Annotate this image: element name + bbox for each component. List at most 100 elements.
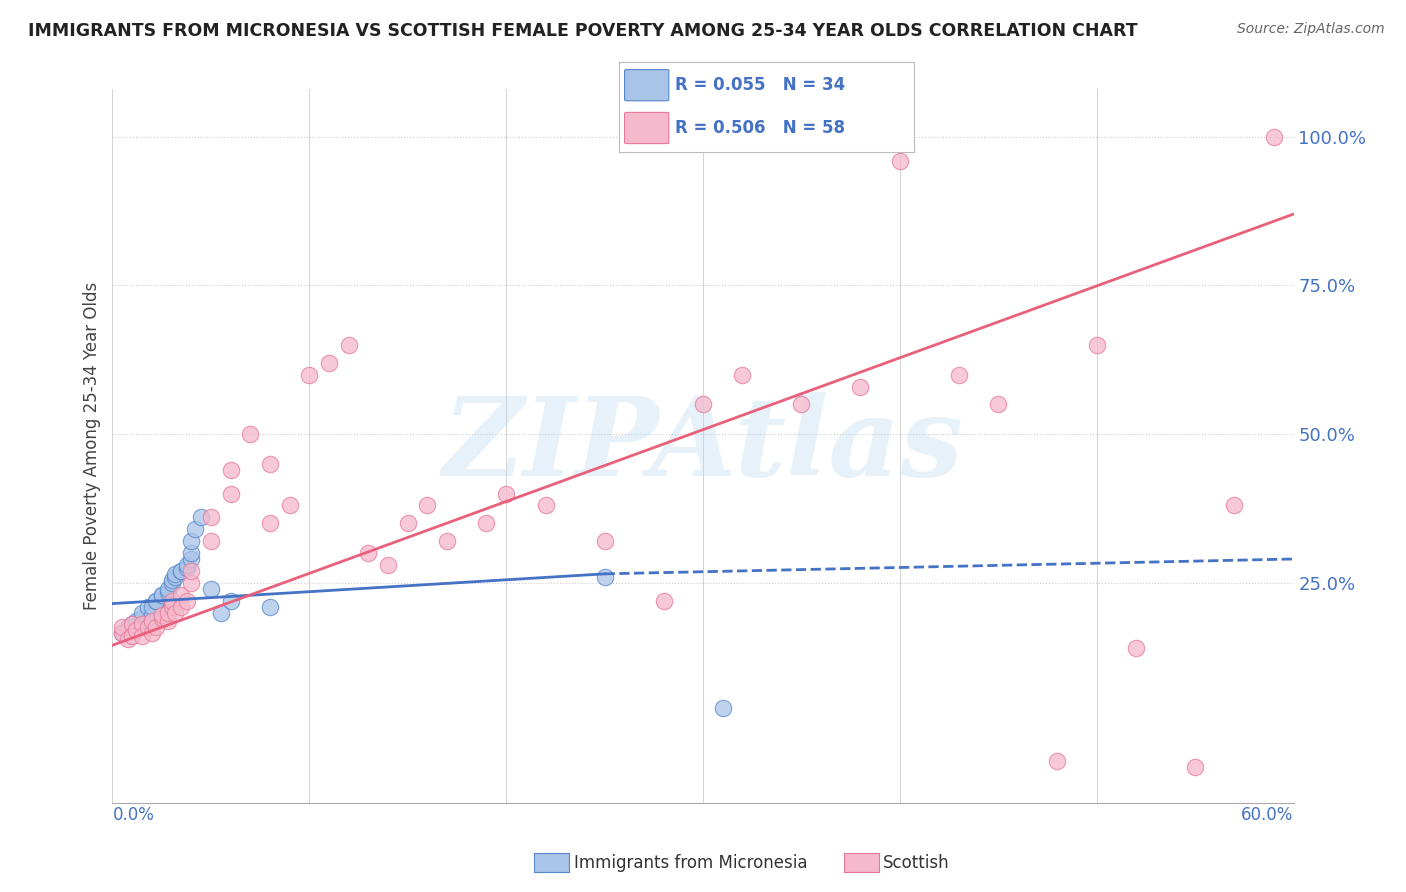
Point xyxy=(711,700,734,714)
Point xyxy=(849,379,872,393)
Point xyxy=(731,368,754,382)
Point xyxy=(131,606,153,620)
Point xyxy=(156,582,179,596)
Point xyxy=(141,626,163,640)
Point xyxy=(889,153,911,168)
Point xyxy=(150,611,173,625)
Point xyxy=(111,626,134,640)
Point xyxy=(593,570,616,584)
Point xyxy=(278,499,301,513)
Point xyxy=(121,629,143,643)
Point xyxy=(1085,338,1108,352)
Point xyxy=(141,608,163,623)
Point xyxy=(259,457,281,471)
Point xyxy=(219,593,242,607)
Text: Scottish: Scottish xyxy=(883,854,949,871)
Point xyxy=(170,564,193,578)
FancyBboxPatch shape xyxy=(624,112,669,144)
Point xyxy=(131,629,153,643)
Point xyxy=(145,620,167,634)
Text: IMMIGRANTS FROM MICRONESIA VS SCOTTISH FEMALE POVERTY AMONG 25-34 YEAR OLDS CORR: IMMIGRANTS FROM MICRONESIA VS SCOTTISH F… xyxy=(28,22,1137,40)
Point xyxy=(209,606,232,620)
Point xyxy=(318,356,340,370)
Point xyxy=(156,615,179,629)
Point xyxy=(416,499,439,513)
Point xyxy=(259,599,281,614)
Point xyxy=(948,368,970,382)
Point xyxy=(117,620,139,634)
Point xyxy=(111,620,134,634)
Point xyxy=(141,615,163,629)
Point xyxy=(180,552,202,566)
Point xyxy=(125,624,148,638)
Text: R = 0.506   N = 58: R = 0.506 N = 58 xyxy=(675,119,845,136)
Point xyxy=(145,593,167,607)
Point xyxy=(357,546,380,560)
Point xyxy=(121,617,143,632)
Point xyxy=(170,588,193,602)
Point xyxy=(259,516,281,531)
Point xyxy=(436,534,458,549)
Point xyxy=(156,584,179,599)
Point xyxy=(160,593,183,607)
Text: Source: ZipAtlas.com: Source: ZipAtlas.com xyxy=(1237,22,1385,37)
Point xyxy=(160,575,183,590)
Point xyxy=(298,368,321,382)
FancyBboxPatch shape xyxy=(624,70,669,101)
Point xyxy=(125,615,148,629)
Point xyxy=(652,593,675,607)
Point xyxy=(1263,129,1285,144)
Point xyxy=(165,566,187,581)
Point xyxy=(121,617,143,632)
Point xyxy=(111,626,134,640)
Point xyxy=(170,599,193,614)
Point xyxy=(150,588,173,602)
Point xyxy=(1184,760,1206,774)
Point xyxy=(136,599,159,614)
Point xyxy=(170,564,193,578)
Point xyxy=(160,599,183,614)
Point xyxy=(131,611,153,625)
Point xyxy=(190,510,212,524)
Point xyxy=(141,599,163,614)
Text: R = 0.055   N = 34: R = 0.055 N = 34 xyxy=(675,76,845,94)
Point xyxy=(184,522,207,536)
Point xyxy=(200,534,222,549)
Point xyxy=(180,546,202,560)
Point xyxy=(495,486,517,500)
Point xyxy=(1046,754,1069,768)
Point xyxy=(200,582,222,596)
Point xyxy=(987,397,1010,411)
Text: 0.0%: 0.0% xyxy=(112,805,155,824)
Point xyxy=(176,561,198,575)
Point xyxy=(150,588,173,602)
Point xyxy=(692,397,714,411)
Point xyxy=(176,593,198,607)
Point xyxy=(790,397,813,411)
Point xyxy=(156,606,179,620)
Point xyxy=(136,620,159,634)
Point xyxy=(176,558,198,572)
Point xyxy=(160,573,183,587)
Point xyxy=(117,632,139,647)
Point xyxy=(180,534,202,549)
Point xyxy=(534,499,557,513)
Point xyxy=(180,564,202,578)
Point xyxy=(337,338,360,352)
Point xyxy=(150,608,173,623)
Point xyxy=(165,606,187,620)
Text: 60.0%: 60.0% xyxy=(1241,805,1294,824)
Point xyxy=(219,463,242,477)
Point xyxy=(396,516,419,531)
Point xyxy=(593,534,616,549)
Point xyxy=(219,486,242,500)
Point xyxy=(377,558,399,572)
Point xyxy=(145,593,167,607)
Y-axis label: Female Poverty Among 25-34 Year Olds: Female Poverty Among 25-34 Year Olds xyxy=(83,282,101,610)
Point xyxy=(165,570,187,584)
Point xyxy=(200,510,222,524)
Point xyxy=(1125,641,1147,656)
Point xyxy=(475,516,498,531)
Point xyxy=(131,617,153,632)
Point xyxy=(1223,499,1246,513)
